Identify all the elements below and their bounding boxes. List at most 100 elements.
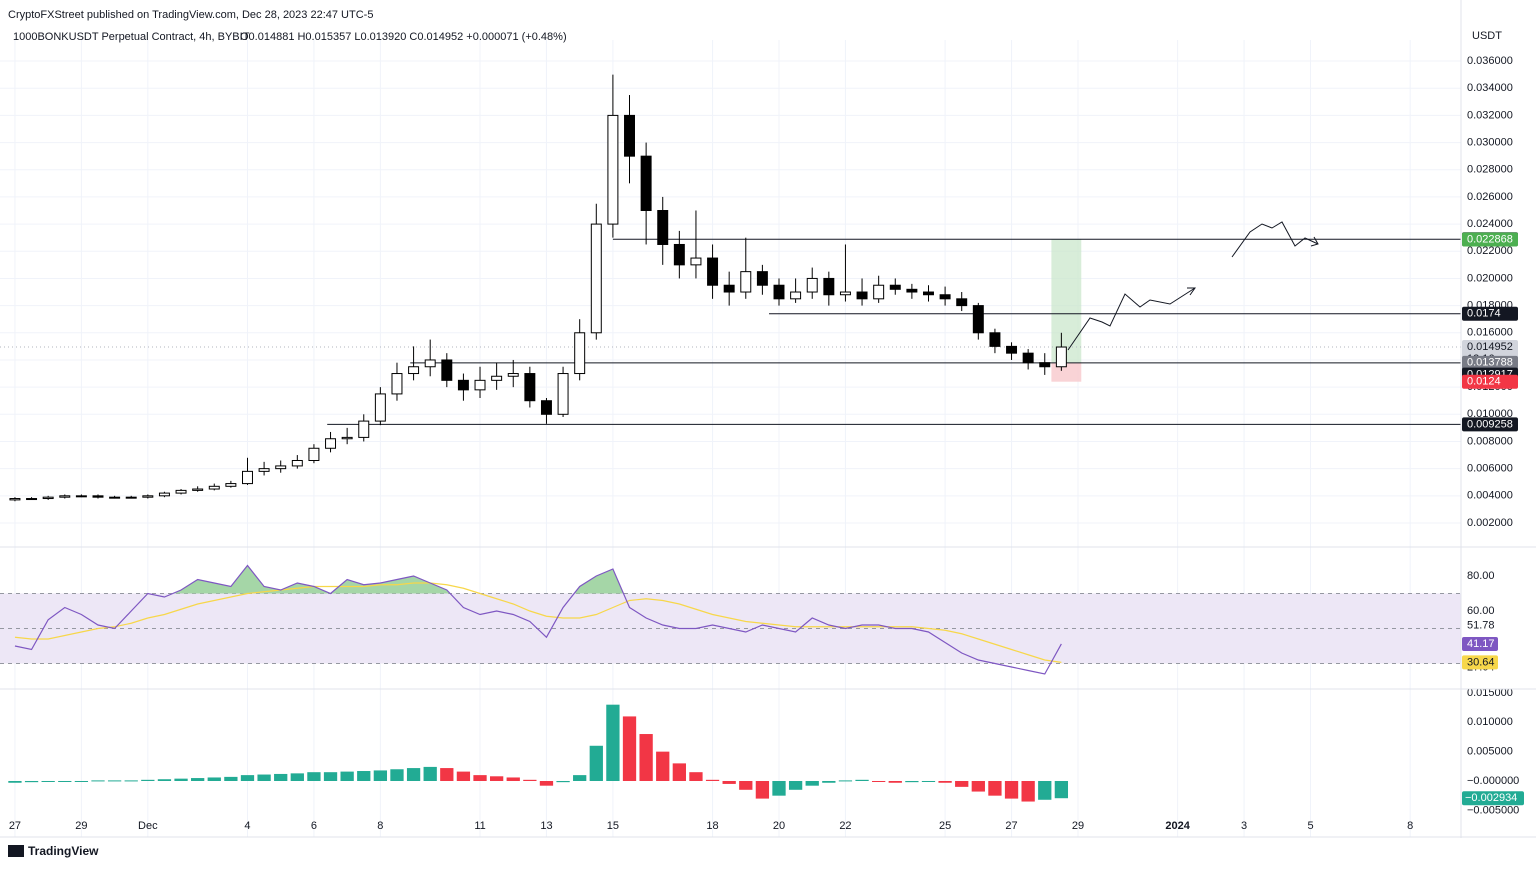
candle-body [557, 373, 569, 415]
hist-bar [174, 778, 188, 781]
y-tick-label: 0.008000 [1467, 435, 1513, 447]
candle-body [408, 366, 420, 375]
hist-bar [489, 776, 504, 781]
rsi-level-label: 51.78 [1467, 619, 1495, 631]
candle-body [175, 489, 187, 494]
candle-body [972, 305, 984, 334]
hist-value-box [1462, 791, 1524, 806]
candle-body [507, 373, 519, 377]
candle-body [939, 294, 951, 300]
candle-body [673, 243, 685, 266]
candle-body [75, 495, 87, 498]
candle-body [873, 284, 885, 300]
candle-body [208, 485, 220, 490]
candle-body [441, 359, 453, 381]
price-label-box [1462, 355, 1518, 370]
price-label-box [1462, 374, 1518, 389]
candle-body [192, 488, 204, 491]
hist-bar [971, 780, 985, 792]
x-tick-label: 22 [839, 820, 851, 832]
hist-tick-label: −0.000000 [1467, 775, 1519, 787]
hist-bar [905, 780, 919, 783]
candle-body [291, 459, 303, 467]
hist-bar [622, 716, 637, 781]
y-tick-label: 0.024000 [1467, 218, 1513, 230]
hist-bar [589, 745, 603, 781]
hist-bar [722, 780, 736, 784]
main-layer: 27 29 Dec 4 6 8 11 13 15 18 20 22 25 27 29 2024 3 5 8 0.002… [8, 55, 1524, 832]
candle-body [590, 223, 602, 334]
hist-bar [440, 768, 454, 781]
hist-bar [74, 780, 89, 782]
candle-body [1022, 352, 1034, 364]
hist-bar [157, 779, 172, 781]
candle-body [740, 271, 752, 293]
x-tick-label: 13 [540, 820, 552, 832]
y-tick-label: 0.016000 [1467, 327, 1513, 339]
profit-zone [1051, 239, 1082, 363]
hist-bar [357, 771, 371, 781]
candle-body [242, 470, 253, 485]
y-tick-label: 0.022000 [1467, 245, 1513, 257]
hist-bar [988, 780, 1002, 796]
hist-bar [921, 780, 936, 782]
rsi-tick-label: 80.00 [1467, 570, 1495, 582]
hist-bar [606, 704, 620, 781]
hist-bar [822, 780, 836, 783]
x-tick-label: 15 [607, 820, 619, 832]
x-tick-label: 4 [244, 820, 250, 832]
x-tick-label: 11 [474, 820, 485, 832]
hist-bar [1054, 780, 1069, 799]
hist-bar [838, 780, 853, 782]
candle-body [42, 496, 54, 500]
hist-bar [1038, 780, 1052, 800]
x-tick-label: 8 [1407, 820, 1413, 832]
hist-bar [323, 772, 338, 781]
price-label-box [1462, 232, 1518, 247]
rsi-ma-label: 30.64 [1467, 656, 1495, 668]
price-label-box [1462, 417, 1518, 432]
candle-body [158, 492, 170, 497]
symbol: 1000BONKUSDT Perpetual Contract, 4h, BYB… [13, 31, 250, 43]
x-tick-label: 27 [9, 820, 21, 832]
hist-tick-label: −0.005000 [1467, 804, 1519, 816]
hist-bar [24, 780, 39, 783]
candle-body [707, 257, 719, 286]
candle-body [258, 468, 270, 472]
y-tick-label: 0.032000 [1467, 109, 1513, 121]
hist-bar [8, 780, 22, 783]
hist-bar [506, 777, 520, 781]
hist-bar [639, 734, 653, 781]
hist-tick-label: 0.015000 [1467, 687, 1513, 699]
candle-body [109, 496, 121, 499]
currency: USDT [1472, 30, 1502, 42]
candle-body [142, 495, 154, 498]
price-label-box [1462, 306, 1518, 321]
candle-body [1006, 345, 1018, 354]
candle-body [341, 436, 353, 440]
hist-bar [672, 763, 686, 781]
brand: TradingView [28, 844, 99, 858]
candle-body [889, 284, 901, 290]
candle-body [540, 400, 552, 415]
hist-bar [1004, 780, 1019, 799]
candle-body [325, 438, 337, 449]
y-tick-label: 0.034000 [1467, 82, 1513, 94]
candle-body [773, 284, 785, 300]
candle-body [856, 291, 868, 300]
projection-path [1231, 221, 1319, 258]
hist-bar [91, 780, 105, 782]
hist-tick-label: 0.010000 [1467, 716, 1513, 728]
hist-bar [855, 779, 869, 781]
candle-body [574, 332, 586, 375]
hist-bar [274, 773, 288, 781]
hist-bar [191, 778, 205, 781]
hist-bar [656, 751, 670, 781]
hist-bar [938, 780, 952, 783]
candle-body [624, 114, 635, 157]
hist-bar [573, 775, 587, 781]
ohlc: O0.014881 H0.015357 L0.013920 C0.014952 … [240, 31, 567, 43]
projection-arrow [1310, 236, 1319, 247]
candle-body [457, 379, 469, 391]
hist-bar [257, 774, 271, 781]
